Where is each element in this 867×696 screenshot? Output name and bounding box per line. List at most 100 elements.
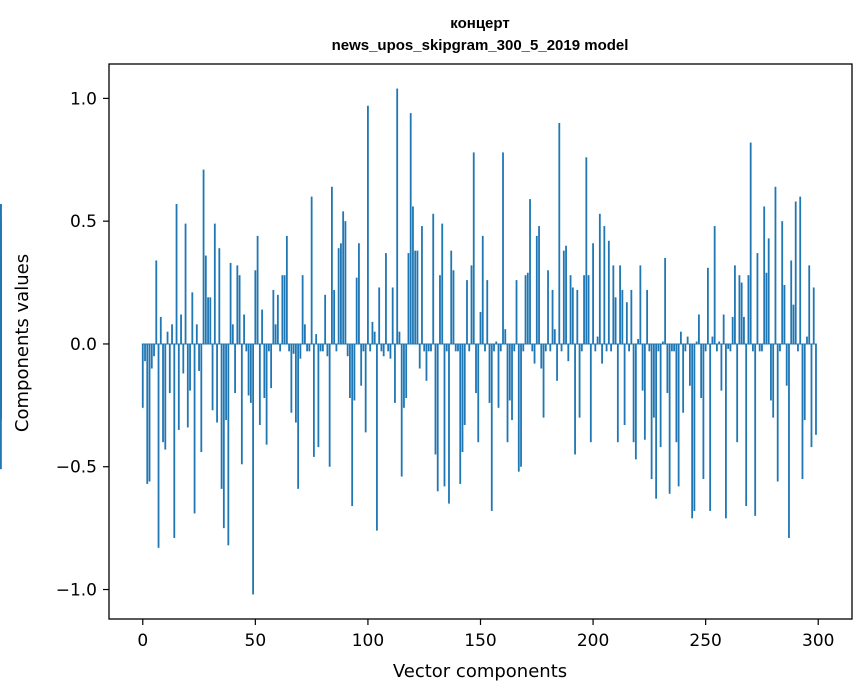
bar (211, 343, 214, 411)
bar (774, 186, 777, 344)
bar (150, 343, 153, 369)
bar (254, 270, 257, 344)
bar (0, 343, 2, 394)
bar (716, 343, 718, 352)
bar (709, 343, 712, 511)
bar (168, 343, 171, 394)
bar (486, 280, 489, 344)
bar (725, 343, 727, 519)
bar (679, 331, 682, 344)
bar (270, 343, 273, 389)
bar (355, 277, 358, 344)
bar (234, 343, 236, 394)
bar (634, 343, 637, 460)
bar (607, 240, 610, 344)
bar (328, 343, 331, 467)
bar (574, 343, 576, 455)
bar (243, 314, 245, 344)
bars-group (0, 88, 817, 595)
bar (425, 343, 428, 381)
bar (668, 343, 671, 494)
bar (371, 321, 374, 344)
bar (315, 334, 318, 344)
bar (430, 343, 432, 352)
bar (198, 343, 200, 371)
bar (740, 282, 743, 344)
bar (794, 201, 797, 344)
bar (648, 343, 651, 352)
bar (468, 343, 471, 352)
bar (335, 343, 338, 352)
bar (387, 343, 390, 352)
bar (405, 343, 408, 398)
bar (427, 343, 430, 352)
bar (614, 297, 617, 344)
bar (659, 343, 662, 448)
bar (601, 343, 603, 364)
bar (0, 312, 2, 344)
bar (542, 343, 545, 418)
x-tick-label: 150 (464, 631, 496, 651)
bar (522, 343, 525, 352)
bar (785, 343, 788, 386)
bar (770, 343, 772, 401)
y-axis-label: Components values (12, 254, 33, 432)
bar (738, 275, 741, 344)
bar (382, 343, 385, 357)
bar (745, 343, 748, 507)
bar (567, 343, 570, 362)
bar (207, 297, 209, 344)
bar (713, 226, 716, 344)
bar (643, 343, 646, 440)
y-tick-label: −0.5 (56, 458, 97, 478)
bar (247, 343, 250, 396)
bar (772, 343, 775, 418)
bar (344, 221, 347, 344)
bar (373, 331, 376, 344)
bar (240, 343, 243, 465)
x-tick-label: 250 (689, 631, 721, 651)
bar (698, 314, 700, 344)
bar (779, 343, 781, 352)
bar (389, 343, 392, 359)
bar (297, 343, 300, 489)
bar (193, 343, 196, 514)
bar (477, 343, 480, 443)
bar (783, 285, 786, 344)
bar (317, 343, 320, 448)
bar (421, 226, 423, 344)
bar (781, 221, 784, 344)
bar (229, 262, 232, 344)
bar (231, 324, 234, 344)
bar (673, 343, 676, 352)
bar (454, 343, 457, 352)
bar (396, 88, 399, 344)
bar (758, 343, 761, 352)
y-tick-label: 0.5 (70, 212, 97, 232)
bar (155, 260, 158, 344)
bar (364, 343, 367, 433)
bar (213, 223, 216, 344)
bar (146, 343, 149, 484)
y-tick-label: 1.0 (70, 89, 97, 109)
bar (177, 343, 180, 430)
bar (612, 265, 615, 344)
bar (349, 343, 351, 398)
bar (220, 343, 223, 489)
bar (544, 343, 547, 352)
bar (524, 275, 527, 344)
bar (765, 272, 768, 344)
bar (585, 157, 588, 344)
bar (734, 265, 736, 344)
bar (195, 324, 198, 344)
bar (285, 235, 288, 344)
bar (655, 343, 658, 499)
bar (720, 343, 723, 391)
bar (394, 343, 396, 403)
bar (752, 343, 754, 352)
bar (457, 343, 459, 352)
bar (369, 343, 372, 352)
bar (596, 336, 599, 344)
bar (182, 343, 185, 374)
bar (346, 343, 349, 357)
